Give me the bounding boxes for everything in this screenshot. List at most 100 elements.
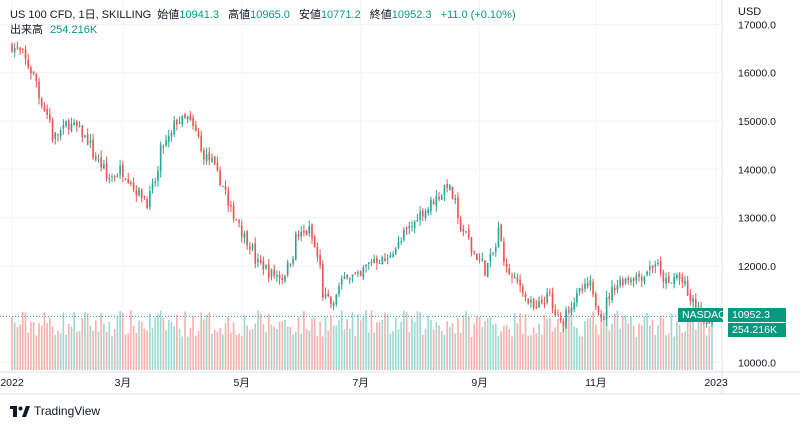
candle-body <box>84 135 86 138</box>
volume-bar <box>213 329 216 370</box>
volume-bar <box>457 318 459 370</box>
candle-body <box>262 260 265 270</box>
candle-body <box>281 277 284 280</box>
candle-body <box>508 268 511 275</box>
volume-bar <box>643 316 646 370</box>
candle-body <box>646 271 648 275</box>
candle-body <box>389 255 392 258</box>
volume-bar <box>243 315 246 370</box>
volume-bar <box>470 336 473 370</box>
candle-body <box>384 258 386 262</box>
candle-body <box>238 220 240 224</box>
volume-bar <box>13 322 16 370</box>
candle-body <box>240 225 243 237</box>
volume-bar <box>173 326 175 370</box>
candle-body <box>121 164 124 178</box>
volume-bar <box>81 318 84 370</box>
volume-bar <box>446 321 448 370</box>
candle-body <box>500 225 503 242</box>
candle-body <box>638 273 640 277</box>
candle-body <box>167 135 170 142</box>
candle-body <box>530 300 532 303</box>
volume-bar <box>524 314 527 370</box>
candle-body <box>205 153 208 162</box>
volume-bar <box>30 321 32 370</box>
volume-bar <box>711 317 713 370</box>
last-price-tag: 10952.3 <box>728 308 786 322</box>
candle-body <box>462 228 465 232</box>
candle-body <box>619 279 621 286</box>
volume-bar <box>424 328 427 370</box>
candle-body <box>494 246 497 253</box>
candle-body <box>319 255 321 265</box>
candle-body <box>430 199 432 212</box>
volume-bar <box>321 336 324 370</box>
volume-bar <box>284 319 286 370</box>
volume-bar <box>476 316 478 370</box>
volume-bar <box>389 333 392 370</box>
volume-bar <box>330 315 332 370</box>
candle-body <box>332 303 335 307</box>
volume-bar <box>165 330 167 370</box>
candle-body <box>365 264 367 267</box>
volume-bar <box>619 328 621 370</box>
volume-bar <box>700 313 703 370</box>
candle-body <box>527 299 530 304</box>
volume-bar <box>103 323 105 370</box>
candle-body <box>143 196 146 198</box>
candle-body <box>354 272 357 274</box>
candle-body <box>13 47 16 53</box>
candle-body <box>559 317 562 321</box>
volume-bar <box>559 332 562 370</box>
volume-bar <box>211 333 213 370</box>
volume-bar <box>21 312 24 370</box>
volume-bar <box>489 317 492 370</box>
volume-bar <box>297 316 300 370</box>
volume-bar <box>540 334 543 370</box>
candle-body <box>59 130 62 137</box>
candle-body <box>78 125 81 127</box>
candle-body <box>116 176 119 178</box>
volume-bar <box>111 336 113 370</box>
candle-body <box>132 182 135 190</box>
candle-body <box>481 258 484 260</box>
volume-bar <box>119 311 121 370</box>
volume-bar <box>65 334 67 370</box>
y-tick-label: 12000.0 <box>738 261 776 273</box>
volume-bar <box>313 317 316 370</box>
candle-body <box>173 120 175 135</box>
candle-body <box>408 226 411 229</box>
volume-bar <box>221 334 224 370</box>
candle-body <box>194 124 197 131</box>
volume-bar <box>89 325 92 370</box>
candle-body <box>35 74 38 82</box>
symbol-label: US 100 CFD, 1日, SKILLING <box>10 9 152 21</box>
volume-bar <box>76 331 78 370</box>
candle-body <box>100 157 103 168</box>
candle-body <box>230 204 232 207</box>
volume-bar <box>676 321 678 370</box>
candle-body <box>694 298 697 308</box>
candle-body <box>103 164 105 169</box>
volume-bar <box>535 333 538 370</box>
volume-bar <box>230 332 232 370</box>
candle-body <box>640 276 643 281</box>
volume-bar <box>289 326 292 370</box>
candle-body <box>92 139 94 158</box>
candle-body <box>627 278 630 281</box>
candle-body <box>551 293 554 309</box>
candlesticks <box>11 41 713 333</box>
volume-bar <box>581 336 584 370</box>
candle-body <box>140 190 143 199</box>
tradingview-logo[interactable]: TradingView <box>10 404 100 418</box>
volume-bar <box>565 311 567 370</box>
volume-bar <box>311 318 313 370</box>
volume-bar <box>154 317 157 370</box>
volume-bar <box>632 326 635 370</box>
volume-bar <box>273 326 275 370</box>
candle-body <box>421 210 424 217</box>
candle-body <box>111 176 113 178</box>
volume-bar <box>265 331 267 370</box>
candle-body <box>413 221 416 229</box>
